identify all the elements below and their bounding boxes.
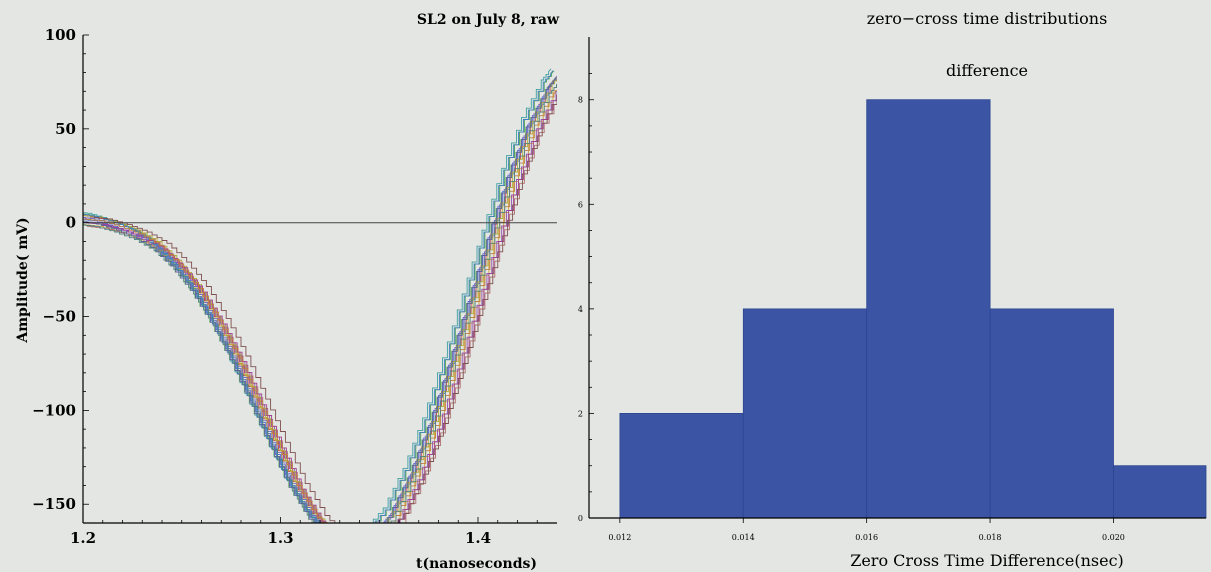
y-tick-label: 50 <box>55 120 76 138</box>
y-tick-label: −100 <box>32 401 76 419</box>
histogram-annotation: difference <box>946 61 1028 80</box>
waveform-series-line <box>83 68 552 523</box>
histogram-bar <box>619 412 744 519</box>
x-tick-label: 0.014 <box>732 533 755 542</box>
waveform-ticks: 100 50 0 −50 −100 −150 1.2 1.3 1.4 <box>32 26 538 547</box>
waveform-series-line <box>83 77 556 523</box>
waveform-series-line <box>83 70 554 523</box>
histogram-chart: 0 2 4 6 8 0.012 0.014 0.016 0.018 0.020 zero−cros… <box>566 0 1211 572</box>
waveform-title: SL2 on July 8, raw <box>417 12 560 28</box>
histogram-bar <box>866 99 991 519</box>
y-tick-label: 4 <box>578 305 583 314</box>
x-tick-label: 1.3 <box>267 529 293 547</box>
x-tick-label: 0.012 <box>608 533 631 542</box>
x-tick-label: 1.2 <box>70 529 96 547</box>
waveform-chart: 100 50 0 −50 −100 −150 1.2 1.3 1.4 SL2 on July 8… <box>0 0 566 572</box>
histogram-bar <box>989 308 1114 519</box>
waveform-series-group <box>83 68 557 523</box>
waveform-y-axis-label: Amplitude( mV) <box>15 217 31 343</box>
waveform-background <box>0 0 566 572</box>
histogram-bars <box>619 99 1207 519</box>
y-tick-label: 0 <box>578 514 583 523</box>
x-tick-label: 0.016 <box>855 533 878 542</box>
y-tick-label: 100 <box>45 26 76 44</box>
y-tick-label: −50 <box>43 308 76 326</box>
waveform-panel: 100 50 0 −50 −100 −150 1.2 1.3 1.4 SL2 on July 8… <box>0 0 566 572</box>
y-tick-label: 0 <box>66 214 76 232</box>
x-tick-label: 0.020 <box>1102 533 1125 542</box>
histogram-panel: 0 2 4 6 8 0.012 0.014 0.016 0.018 0.020 zero−cros… <box>566 0 1211 572</box>
y-tick-label: 8 <box>578 96 583 105</box>
waveform-series-line <box>89 94 557 523</box>
x-tick-label: 0.018 <box>979 533 1002 542</box>
y-tick-label: 6 <box>578 200 583 209</box>
y-tick-label: −150 <box>32 495 76 513</box>
histogram-bar <box>742 308 868 519</box>
histogram-bar <box>1113 465 1207 519</box>
histogram-ticks: 0 2 4 6 8 0.012 0.014 0.016 0.018 0.020 <box>578 73 1125 542</box>
waveform-x-axis-label: t(nanoseconds) <box>416 556 537 572</box>
x-tick-label: 1.4 <box>465 529 491 547</box>
histogram-title: zero−cross time distributions <box>867 9 1108 28</box>
waveform-series-line <box>83 77 557 523</box>
y-tick-label: 2 <box>578 409 583 418</box>
histogram-x-axis-label: Zero Cross Time Difference(nsec) <box>850 551 1124 570</box>
